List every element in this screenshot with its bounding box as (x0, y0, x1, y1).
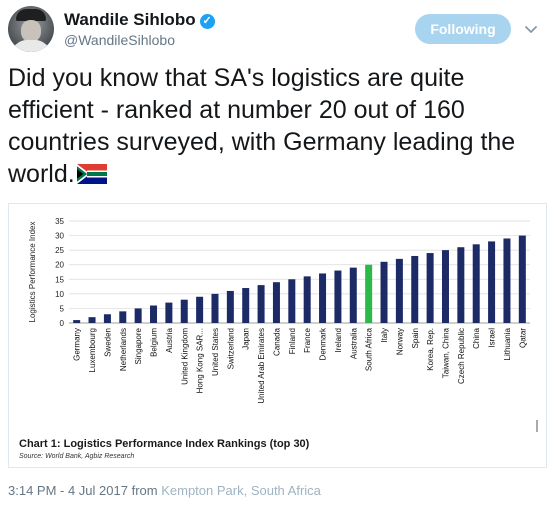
x-tick-label: United States (211, 328, 220, 376)
x-tick-label: Israel (488, 328, 497, 348)
y-tick-label: 15 (55, 275, 64, 284)
bar (196, 296, 204, 323)
x-tick-label: Norway (395, 328, 404, 355)
bar (257, 285, 265, 323)
avatar[interactable] (8, 6, 54, 52)
avatar-shirt (11, 40, 51, 52)
bar (211, 293, 219, 323)
user-name-text[interactable]: Wandile Sihlobo (64, 10, 196, 29)
bar (365, 264, 373, 323)
x-tick-label: Austria (165, 327, 174, 352)
x-tick-label: China (472, 327, 481, 348)
bar (334, 270, 342, 323)
bar (180, 299, 188, 323)
x-tick-label: Singapore (134, 327, 143, 364)
bar (395, 258, 403, 323)
verified-badge-icon: ✓ (199, 14, 215, 29)
y-tick-label: 30 (55, 232, 64, 241)
y-tick-label: 5 (60, 304, 65, 313)
bar (242, 288, 250, 323)
tweet-timestamp: 3:14 PM - 4 Jul 2017 from Kempton Park, … (8, 483, 321, 498)
x-tick-label: Japan (242, 328, 251, 350)
bar (134, 308, 142, 323)
south-africa-flag-icon (76, 164, 107, 184)
x-tick-label: Germany (73, 328, 82, 361)
bar (411, 255, 419, 323)
y-tick-label: 35 (55, 217, 64, 226)
bar (319, 273, 327, 323)
x-tick-label: Sweden (103, 328, 112, 357)
tweet-header: Wandile Sihlobo ✓ @WandileSihlobo Followi… (0, 0, 550, 60)
bar (349, 267, 357, 323)
tweet-location[interactable]: Kempton Park, South Africa (161, 483, 321, 498)
tweet-text: Did you know that SA's logistics are qui… (8, 62, 528, 190)
x-tick-label: Canada (272, 327, 281, 356)
user-name[interactable]: Wandile Sihlobo ✓ (64, 10, 215, 30)
x-tick-label: Spain (411, 328, 420, 348)
bar (380, 261, 388, 323)
x-tick-label: South Africa (365, 327, 374, 371)
x-tick-label: Australia (349, 327, 358, 359)
y-tick-label: 10 (55, 290, 64, 299)
x-tick-label: Luxembourg (88, 328, 97, 372)
chart-source: Source: World Bank, Agbiz Research (19, 453, 135, 460)
bar (441, 250, 449, 323)
x-tick-label: Netherlands (119, 328, 128, 371)
y-axis-label: Logistics Performance Index (28, 222, 37, 323)
x-tick-label: France (303, 327, 312, 352)
y-tick-label: 20 (55, 261, 64, 270)
bar (503, 238, 511, 323)
x-tick-label: United Arab Emirates (257, 328, 266, 404)
x-tick-label: Switzerland (226, 328, 235, 369)
avatar-cap (16, 9, 46, 21)
bar (226, 290, 234, 323)
x-tick-label: Qatar (518, 328, 527, 348)
user-handle[interactable]: @WandileSihlobo (64, 32, 175, 48)
x-tick-label: Ireland (334, 328, 343, 352)
chevron-down-icon[interactable] (522, 20, 540, 38)
y-tick-label: 25 (55, 246, 64, 255)
x-tick-label: Czech Republic (457, 328, 466, 384)
bar (150, 305, 158, 323)
tweet-from: from (131, 483, 158, 498)
x-tick-label: Taiwan, China (441, 327, 450, 378)
x-tick-label: Lithuania (503, 327, 512, 360)
x-tick-label: Belgium (150, 328, 159, 357)
x-tick-label: Korea, Rep. (426, 328, 435, 371)
bar (518, 235, 526, 323)
bar (426, 253, 434, 323)
bar (457, 247, 465, 323)
x-tick-label: Denmark (319, 327, 328, 360)
tweet-body: Did you know that SA's logistics are qui… (8, 64, 516, 188)
x-tick-label: Italy (380, 328, 389, 343)
tweet-time[interactable]: 3:14 PM - 4 Jul 2017 (8, 483, 128, 498)
x-tick-label: United Kingdom (180, 328, 189, 385)
bar (73, 320, 81, 323)
bar (272, 282, 280, 323)
lpi-bar-chart: Logistics Performance Index 0 5 10 15 20 25 30 3… (28, 217, 538, 432)
bar (288, 279, 296, 323)
avatar-face (21, 20, 41, 42)
x-tick-label: Hong Kong SAR... (196, 328, 205, 393)
y-tick-label: 0 (60, 319, 65, 328)
bar (165, 302, 173, 323)
bar (472, 244, 480, 323)
following-button[interactable]: Following (415, 14, 511, 44)
bar (303, 276, 311, 323)
chart-title: Chart 1: Logistics Performance Index Ran… (19, 438, 310, 450)
bar (488, 241, 496, 323)
chart-card[interactable]: Logistics Performance Index 0 5 10 15 20 25 30 3… (8, 203, 547, 468)
bar (119, 311, 127, 323)
bar (103, 314, 111, 323)
x-tick-label: Finland (288, 328, 297, 354)
bar (88, 317, 96, 323)
